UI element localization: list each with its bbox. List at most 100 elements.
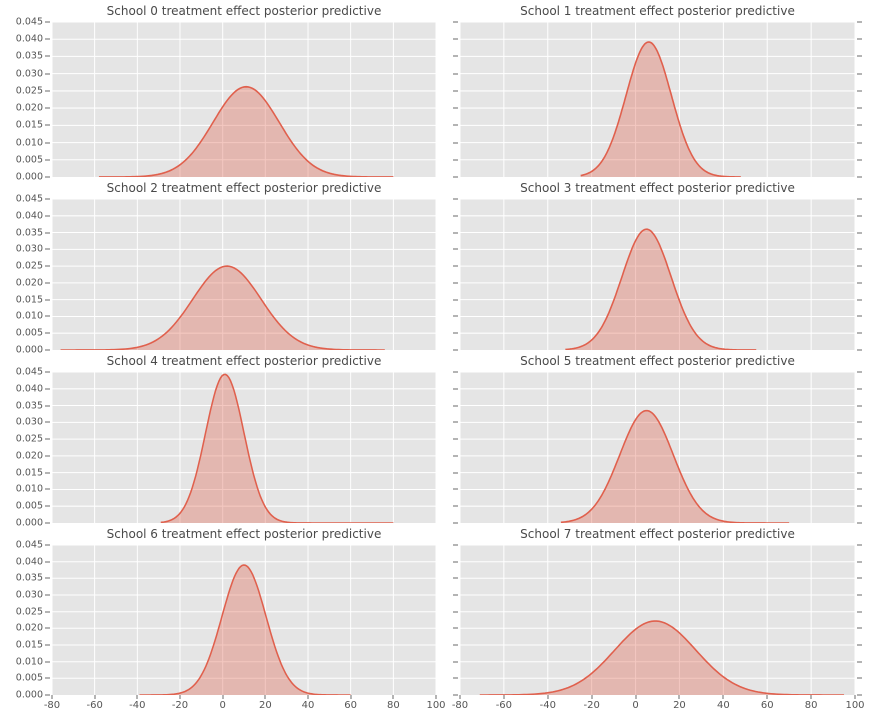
y-tick-label: 0.015 xyxy=(15,466,43,478)
density-curve xyxy=(580,41,741,177)
density-curve xyxy=(139,564,351,695)
density-fill xyxy=(479,621,845,695)
subplot-title: School 3 treatment effect posterior pred… xyxy=(520,181,795,195)
school-6-density-plot xyxy=(52,545,436,695)
gridlines xyxy=(52,199,436,350)
y-tick-mark xyxy=(45,176,50,178)
y-tick-mark xyxy=(45,142,50,144)
y-tick-mark xyxy=(45,577,50,579)
y-tick-mark xyxy=(453,215,458,217)
y-tick-mark xyxy=(453,561,458,563)
x-tick-mark xyxy=(810,695,812,699)
subplot-school-5: School 5 treatment effect posterior pred… xyxy=(436,350,872,524)
y-tick-mark xyxy=(857,405,862,407)
y-tick-mark xyxy=(857,73,862,75)
density-fill xyxy=(60,266,385,350)
y-tick-mark xyxy=(453,332,458,334)
y-tick-mark xyxy=(45,405,50,407)
y-tick-mark xyxy=(453,577,458,579)
y-tick-mark xyxy=(453,107,458,109)
y-tick-label: 0.020 xyxy=(15,622,43,634)
y-tick-mark xyxy=(453,522,458,524)
y-tick-mark xyxy=(857,299,862,301)
density-curve xyxy=(60,265,385,350)
y-tick-label: 0.000 xyxy=(15,689,43,701)
y-tick-mark xyxy=(453,142,458,144)
y-tick-label: 0.025 xyxy=(15,85,43,97)
y-tick-mark xyxy=(45,472,50,474)
y-axis-right xyxy=(855,371,872,524)
y-tick-mark xyxy=(857,505,862,507)
y-axis xyxy=(436,198,460,351)
x-tick-label: -80 xyxy=(43,700,61,711)
y-tick-mark xyxy=(453,544,458,546)
x-tick-label: 100 xyxy=(426,700,446,711)
x-tick-mark xyxy=(136,695,138,699)
subplot-title: School 6 treatment effect posterior pred… xyxy=(106,527,382,541)
y-axis xyxy=(436,371,460,524)
y-tick-mark xyxy=(453,438,458,440)
y-tick-mark xyxy=(45,232,50,234)
x-tick-mark xyxy=(307,695,309,699)
y-tick-mark xyxy=(453,282,458,284)
y-tick-mark xyxy=(45,388,50,390)
y-tick-mark xyxy=(45,265,50,267)
y-tick-mark xyxy=(857,176,862,178)
y-tick-mark xyxy=(45,332,50,334)
y-tick-label: 0.010 xyxy=(15,483,43,495)
subplot-school-6: School 6 treatment effect posterior pred… xyxy=(0,523,446,721)
y-axis: 0.000 0.005 0.010 0.015 0.020 0.025 0.030 0.035… xyxy=(0,194,52,354)
y-tick-label: 0.040 xyxy=(15,555,43,567)
school-2-density-plot xyxy=(52,199,436,350)
y-tick-mark xyxy=(453,55,458,57)
y-tick-mark xyxy=(453,505,458,507)
y-tick-label: 0.025 xyxy=(15,260,43,272)
x-axis: -80 -60 -40 -20 0 20 40 60 80 100 xyxy=(452,695,865,721)
x-tick-mark xyxy=(547,695,549,699)
y-tick-mark xyxy=(453,176,458,178)
x-tick-label: 40 xyxy=(716,700,730,711)
y-tick-label: 0.045 xyxy=(15,539,43,551)
x-tick-mark xyxy=(94,695,96,699)
gridlines xyxy=(460,22,855,177)
y-tick-mark xyxy=(453,627,458,629)
x-tick-mark xyxy=(854,695,856,699)
y-tick-label: 0.010 xyxy=(15,310,43,322)
density-fill xyxy=(160,374,394,523)
y-tick-label: 0.040 xyxy=(15,33,43,45)
x-tick-label: 40 xyxy=(301,700,315,711)
x-tick-label: -80 xyxy=(451,700,469,711)
y-tick-label: 0.045 xyxy=(15,193,43,205)
x-tick-label: -20 xyxy=(171,700,189,711)
density-fill xyxy=(580,42,741,177)
y-tick-mark xyxy=(857,627,862,629)
y-tick-label: 0.020 xyxy=(15,102,43,114)
y-tick-label: 0.010 xyxy=(15,655,43,667)
y-tick-mark xyxy=(857,561,862,563)
y-tick-mark xyxy=(453,694,458,696)
y-tick-mark xyxy=(857,38,862,40)
y-tick-mark xyxy=(453,472,458,474)
y-tick-mark xyxy=(453,315,458,317)
y-tick-mark xyxy=(857,55,862,57)
x-tick-label: -40 xyxy=(129,700,146,711)
y-tick-mark xyxy=(45,505,50,507)
y-tick-mark xyxy=(857,577,862,579)
y-tick-mark xyxy=(453,421,458,423)
x-tick-mark xyxy=(350,695,352,699)
density-curve xyxy=(98,85,394,177)
y-tick-mark xyxy=(857,198,862,200)
y-tick-mark xyxy=(453,594,458,596)
y-tick-label: 0.040 xyxy=(15,210,43,222)
y-tick-mark xyxy=(453,248,458,250)
subplot-school-4: School 4 treatment effect posterior pred… xyxy=(0,350,436,527)
y-tick-label: 0.035 xyxy=(15,399,43,411)
gridlines xyxy=(460,199,855,350)
y-tick-mark xyxy=(453,198,458,200)
y-tick-mark xyxy=(45,438,50,440)
y-tick-label: 0.015 xyxy=(15,119,43,131)
y-tick-mark xyxy=(857,232,862,234)
y-tick-mark xyxy=(857,349,862,351)
y-tick-mark xyxy=(857,594,862,596)
y-tick-mark xyxy=(857,388,862,390)
